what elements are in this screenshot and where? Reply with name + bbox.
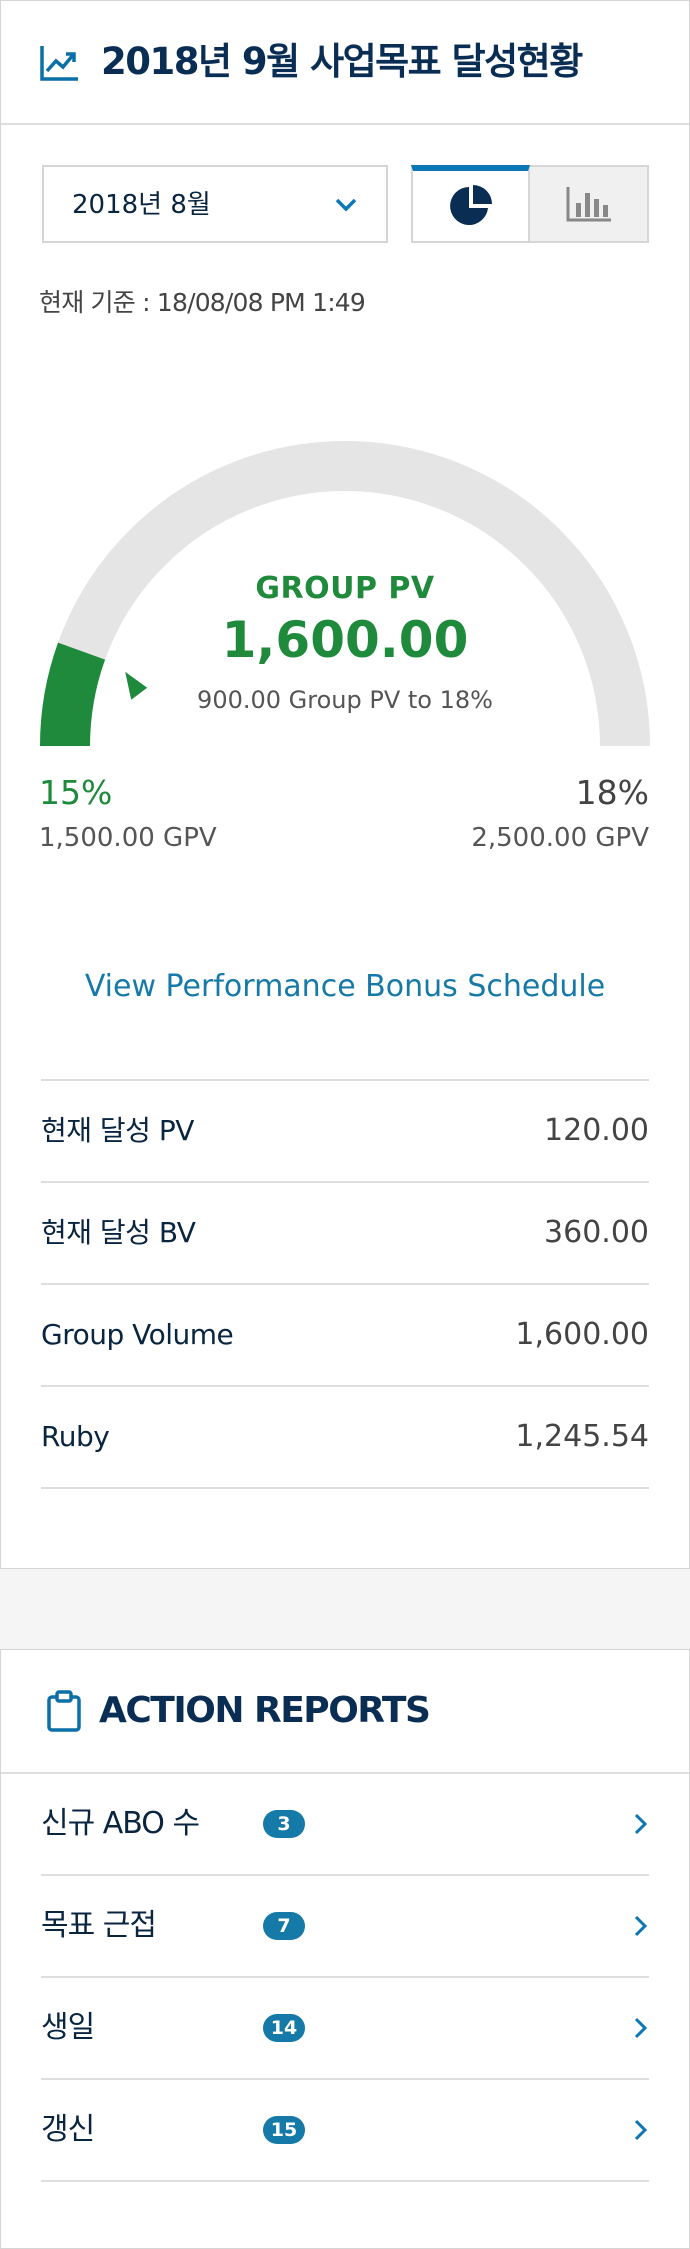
action-reports-title: ACTION REPORTS xyxy=(99,1690,431,1731)
stat-row: Group Volume 1,600.00 xyxy=(41,1285,649,1387)
as-of-timestamp: 현재 기준 : 18/08/08 PM 1:49 xyxy=(39,288,366,317)
count-badge: 15 xyxy=(263,2116,305,2144)
gauge-arc xyxy=(40,441,650,747)
list-item[interactable]: 생일 14 xyxy=(41,1978,649,2080)
trending-up-icon xyxy=(40,46,78,81)
stat-value: 360.00 xyxy=(544,1215,649,1250)
gauge-subtitle: 900.00 Group PV to 18% xyxy=(197,686,493,714)
chart-view-toggle xyxy=(411,165,649,243)
stats-table: 현재 달성 PV 120.00 현재 달성 BV 360.00 Group Vo… xyxy=(41,1079,649,1489)
list-item[interactable]: 신규 ABO 수 3 xyxy=(41,1774,649,1876)
stat-value: 1,245.54 xyxy=(515,1419,649,1454)
gauge-fill xyxy=(40,642,106,747)
stat-row: 현재 달성 BV 360.00 xyxy=(41,1183,649,1285)
list-item[interactable]: 목표 근접 7 xyxy=(41,1876,649,1978)
gauge-title: GROUP PV xyxy=(255,571,435,606)
list-item-label: 신규 ABO 수 xyxy=(41,1806,200,1841)
list-item-label: 목표 근접 xyxy=(41,1908,157,1943)
pie-view-button[interactable] xyxy=(411,165,530,243)
stat-row: Ruby 1,245.54 xyxy=(41,1387,649,1489)
performance-card: 2018년 9월 사업목표 달성현황 2018년 8월 현재 기준 : 18/0… xyxy=(0,0,690,1569)
gauge-marker xyxy=(125,671,148,700)
chevron-right-icon xyxy=(634,1813,648,1835)
list-item[interactable]: 갱신 15 xyxy=(41,2080,649,2182)
card-header: 2018년 9월 사업목표 달성현황 xyxy=(1,1,689,125)
stat-value: 1,600.00 xyxy=(515,1317,649,1352)
stat-row: 현재 달성 PV 120.00 xyxy=(41,1081,649,1183)
count-badge: 3 xyxy=(263,1810,305,1838)
list-item-label: 생일 xyxy=(41,2010,95,2045)
gauge-max-percent: 18% xyxy=(575,773,649,812)
count-badge: 14 xyxy=(263,2014,305,2042)
month-select[interactable]: 2018년 8월 xyxy=(42,165,388,243)
group-pv-gauge: GROUP PV 1,600.00 900.00 Group PV to 18% xyxy=(1,401,689,821)
action-reports-list: 신규 ABO 수 3 목표 근접 7 생일 14 갱신 15 xyxy=(41,1774,649,2182)
pie-chart-icon xyxy=(449,185,492,225)
list-item-label: 갱신 xyxy=(41,2112,95,2147)
stat-label: Group Volume xyxy=(41,1318,234,1351)
stat-value: 120.00 xyxy=(544,1113,649,1148)
stat-label: Ruby xyxy=(41,1420,110,1453)
card-header: ACTION REPORTS xyxy=(1,1650,689,1774)
gauge-track xyxy=(40,441,650,747)
gauge-min-percent: 15% xyxy=(39,773,113,812)
gauge-value: 1,600.00 xyxy=(221,611,469,669)
bar-chart-icon xyxy=(566,187,611,222)
month-select-value: 2018년 8월 xyxy=(72,190,211,220)
chevron-right-icon xyxy=(634,1915,648,1937)
page-title: 2018년 9월 사업목표 달성현황 xyxy=(101,40,583,83)
stat-label: 현재 달성 BV xyxy=(41,1216,196,1249)
count-badge: 7 xyxy=(263,1912,305,1940)
chevron-down-icon xyxy=(335,198,357,212)
gauge-max-gpv: 2,500.00 GPV xyxy=(471,823,649,853)
clipboard-icon xyxy=(47,1690,81,1732)
bonus-schedule-link[interactable]: View Performance Bonus Schedule xyxy=(84,969,606,1004)
gauge-min-gpv: 1,500.00 GPV xyxy=(39,823,217,853)
action-reports-card: ACTION REPORTS 신규 ABO 수 3 목표 근접 7 생일 14 … xyxy=(0,1649,690,2249)
stat-label: 현재 달성 PV xyxy=(41,1114,194,1147)
bar-view-button[interactable] xyxy=(530,165,649,243)
chevron-right-icon xyxy=(634,2119,648,2141)
chevron-right-icon xyxy=(634,2017,648,2039)
